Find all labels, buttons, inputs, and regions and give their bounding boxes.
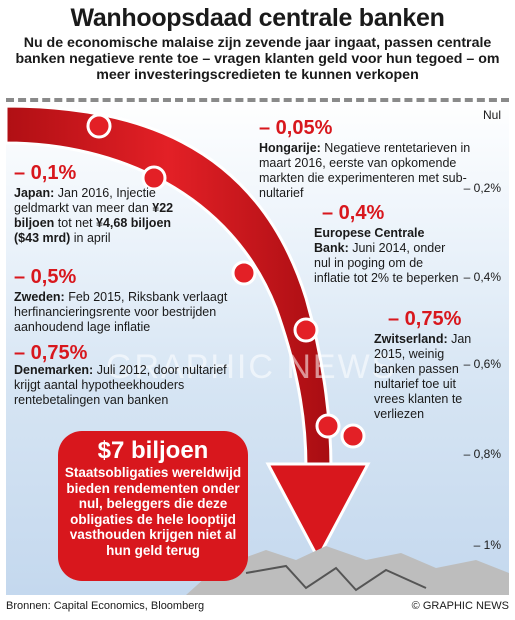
switzerland-note: Zwitserland: Jan 2015, weinig banken pas… bbox=[374, 332, 474, 422]
down-arrow-icon bbox=[6, 104, 509, 595]
axis-tick: – 1% bbox=[473, 538, 501, 552]
axis-tick: – 0,2% bbox=[463, 181, 501, 195]
japan-text-d: in april bbox=[73, 231, 111, 245]
japan-text-c: tot net bbox=[57, 216, 93, 230]
switzerland-country: Zwitserland: bbox=[374, 332, 448, 346]
hungary-note: Hongarije: Negatieve rentetarieven in ma… bbox=[259, 141, 489, 201]
axis-tick: – 0,4% bbox=[463, 270, 501, 284]
japan-note: Japan: Jan 2016, Injectie geldmarkt van … bbox=[14, 186, 196, 246]
japan-amount-2: ¥4,68 biljoen ($43 mrd) bbox=[14, 216, 172, 245]
denmark-text: Juli 2012, door nultarief krijgt aantal … bbox=[14, 363, 227, 407]
hungary-country: Hongarije: bbox=[259, 141, 321, 155]
hungary-text: Negatieve rentetarieven in maart 2016, e… bbox=[259, 141, 471, 200]
japan-text-a: Jan 2016, bbox=[57, 186, 113, 200]
switzerland-rate: – 0,75% bbox=[388, 308, 462, 330]
denmark-note: Denemarken: Juli 2012, door nultarief kr… bbox=[14, 363, 234, 408]
callout-text: Staatsobligaties wereldwijd bieden rende… bbox=[64, 465, 242, 558]
rate-marker-icon bbox=[86, 113, 366, 449]
denmark-country: Denemarken: bbox=[14, 363, 94, 377]
page-subtitle: Nu de economische malaise zijn zevende j… bbox=[15, 35, 500, 83]
ecb-rate: – 0,4% bbox=[322, 202, 385, 224]
sweden-note: Zweden: Feb 2015, Riksbank verlaagt herf… bbox=[14, 290, 239, 335]
credit-text: © GRAPHIC NEWS bbox=[411, 600, 509, 612]
page-title: Wanhoopsdaad centrale banken bbox=[70, 4, 445, 32]
hungary-rate: – 0,05% bbox=[259, 117, 333, 139]
japan-text-b: Injectie geldmarkt van meer dan bbox=[14, 186, 156, 215]
japan-country: Japan: bbox=[14, 186, 55, 200]
ecb-country: Europese Centrale Bank: bbox=[314, 226, 425, 255]
ecb-text: Juni 2014, onder nul in poging om de inf… bbox=[314, 241, 459, 285]
sources-text: Bronnen: Capital Economics, Bloomberg bbox=[6, 600, 205, 612]
sweden-text: Feb 2015, Riksbank verlaagt herfinancier… bbox=[14, 290, 228, 334]
japan-rate: – 0,1% bbox=[14, 162, 77, 184]
ecb-note: Europese Centrale Bank: Juni 2014, onder… bbox=[314, 226, 462, 286]
chart-panel: GRAPHIC NEWS Nul – 0,2% – 0,4% – 0,6% – … bbox=[6, 98, 509, 595]
japan-amount-1: ¥22 biljoen bbox=[14, 201, 174, 230]
cracked-ground-icon bbox=[186, 546, 509, 595]
axis-zero-label: Nul bbox=[482, 108, 501, 122]
sweden-country: Zweden: bbox=[14, 290, 65, 304]
switzerland-text: Jan 2015, weinig banken passen nultarief… bbox=[374, 332, 472, 421]
watermark: GRAPHIC NEWS bbox=[106, 348, 397, 386]
denmark-rate: – 0,75% bbox=[14, 342, 88, 364]
axis-tick: – 0,6% bbox=[463, 357, 501, 371]
callout-amount: $7 biljoen bbox=[97, 437, 209, 464]
sweden-rate: – 0,5% bbox=[14, 266, 77, 288]
callout-box: $7 biljoen Staatsobligaties wereldwijd b… bbox=[58, 431, 248, 581]
zero-line bbox=[6, 98, 509, 104]
axis-tick: – 0,8% bbox=[463, 447, 501, 461]
